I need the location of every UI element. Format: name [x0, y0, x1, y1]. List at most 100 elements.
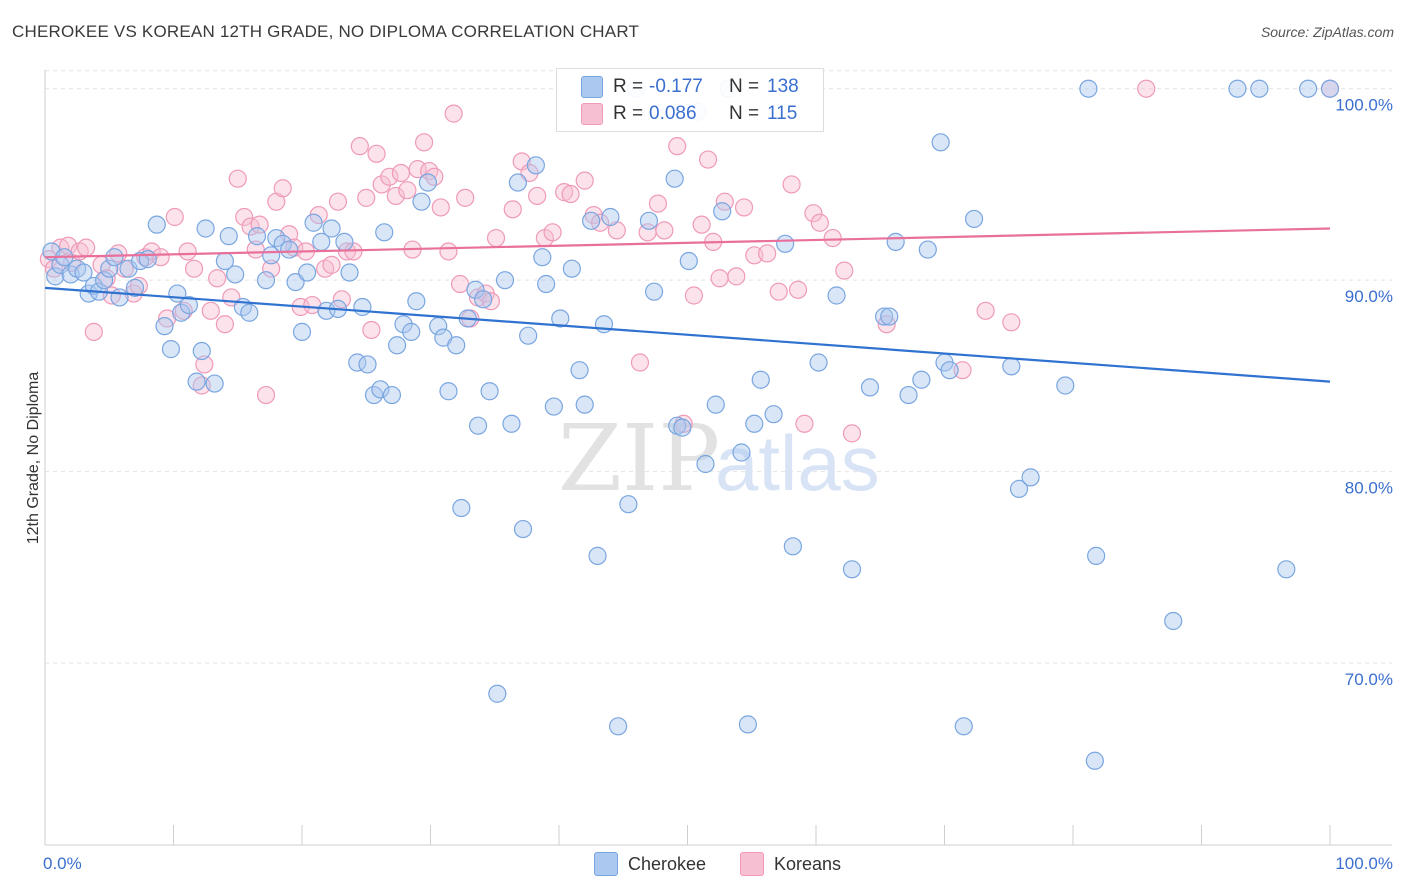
- n-value-cherokee: 138: [767, 76, 799, 97]
- koreans-point: [332, 290, 351, 309]
- gridlines: [45, 70, 1392, 664]
- koreans-point: [835, 261, 854, 280]
- cherokee-point: [508, 173, 527, 192]
- x-tick-label-min: 0.0%: [43, 854, 82, 873]
- cherokee-point: [639, 211, 659, 230]
- cherokee-point: [187, 372, 206, 391]
- cherokee-point: [138, 250, 157, 269]
- stats-legend: R = -0.177 N = 138 R = 0.086 N = 115: [556, 68, 824, 132]
- y-axis-label: 12th Grade, No Diploma: [25, 372, 42, 545]
- cherokee-point: [358, 355, 377, 374]
- cherokee-point: [1002, 357, 1021, 376]
- cherokee-point: [827, 286, 846, 305]
- cherokee-point: [105, 248, 124, 267]
- cherokee-point: [371, 380, 390, 399]
- cherokee-point: [468, 416, 488, 435]
- cherokee-point: [74, 263, 93, 282]
- cherokee-point: [732, 443, 751, 462]
- koreans-point: [795, 414, 814, 433]
- koreans-point: [273, 179, 292, 198]
- koreans-point: [698, 150, 718, 169]
- koreans-point: [77, 238, 96, 257]
- koreans-point: [322, 255, 341, 274]
- koreans-point: [758, 244, 777, 263]
- cherokee-point: [842, 560, 862, 579]
- cherokee-point: [899, 385, 918, 405]
- koreans-point: [165, 207, 184, 227]
- koreans-point: [256, 385, 276, 405]
- n-label: N =: [729, 76, 760, 97]
- cherokee-point: [192, 341, 211, 361]
- cherokee-point: [452, 498, 471, 518]
- koreans-point: [1137, 79, 1156, 98]
- cherokee-point: [46, 267, 65, 286]
- koreans-point: [769, 282, 788, 301]
- cherokee-point: [280, 240, 299, 259]
- cherokee-point: [764, 405, 783, 424]
- x-tick-label-max: 100.0%: [1335, 854, 1393, 873]
- cherokee-point: [582, 211, 601, 230]
- cherokee-point: [570, 361, 589, 380]
- koreans-point: [328, 192, 348, 211]
- koreans-points: [39, 79, 1340, 443]
- chart-title: CHEROKEE VS KOREAN 12TH GRADE, NO DIPLOM…: [12, 22, 640, 41]
- koreans-point: [235, 207, 254, 227]
- cherokee-point: [387, 336, 407, 355]
- cherokee-point: [1021, 468, 1040, 487]
- r-label: R =: [613, 103, 644, 124]
- koreans-point: [174, 301, 193, 320]
- cherokee-point: [439, 382, 458, 401]
- koreans-point: [842, 424, 862, 443]
- cherokee-point: [1056, 376, 1075, 395]
- koreans-trend-line: [44, 227, 1331, 259]
- koreans-point: [386, 186, 405, 206]
- koreans-point: [528, 186, 547, 206]
- cherokee-point: [1079, 79, 1098, 98]
- koreans-point: [444, 104, 463, 123]
- koreans-point: [555, 183, 574, 202]
- cherokee-point: [665, 169, 684, 188]
- cherokee-point: [205, 374, 224, 393]
- koreans-point: [575, 171, 594, 190]
- cherokee-point: [1085, 751, 1104, 770]
- cherokee-point: [809, 353, 828, 372]
- cherokee-point: [125, 278, 145, 297]
- cherokee-point: [304, 213, 323, 232]
- cherokee-point: [964, 209, 984, 229]
- cherokee-point: [1087, 546, 1106, 565]
- cherokee-point: [537, 274, 556, 294]
- cherokee-point: [240, 303, 259, 322]
- cherokee-legend-swatch: [594, 852, 618, 876]
- source-label: Source: ZipAtlas.com: [1260, 24, 1394, 40]
- cherokee-point: [751, 370, 770, 389]
- cherokee-point: [110, 288, 129, 307]
- legend-item-cherokee: Cherokee: [594, 852, 706, 876]
- koreans-point: [201, 301, 220, 320]
- koreans-point: [215, 315, 234, 334]
- cherokee-point: [196, 219, 215, 238]
- cherokee-point: [745, 414, 764, 433]
- tick-labels: 70.0% 80.0% 90.0% 100.0% 0.0% 100.0%: [43, 96, 1393, 873]
- koreans-point: [208, 269, 227, 288]
- cherokee-point: [679, 251, 698, 271]
- cherokee-point: [783, 537, 802, 556]
- koreans-point: [414, 133, 434, 152]
- cherokee-point: [375, 223, 394, 242]
- koreans-point: [241, 217, 260, 236]
- cherokee-point: [562, 259, 581, 278]
- koreans-point: [262, 259, 281, 278]
- cherokee-point: [407, 292, 426, 311]
- cherokee-point: [488, 684, 507, 703]
- y-tick-label: 90.0%: [1345, 287, 1393, 306]
- koreans-point: [543, 223, 562, 242]
- koreans-point: [804, 204, 823, 223]
- cherokee-point: [526, 156, 545, 175]
- koreans-point: [782, 175, 801, 194]
- cherokee-point: [912, 370, 931, 389]
- watermark-zip: ZIP: [558, 405, 720, 512]
- koreans-point: [648, 194, 668, 213]
- r-value-koreans: 0.086: [649, 103, 697, 124]
- cherokee-point: [502, 414, 521, 433]
- cherokee-point: [619, 495, 638, 514]
- cherokee-point: [474, 290, 493, 309]
